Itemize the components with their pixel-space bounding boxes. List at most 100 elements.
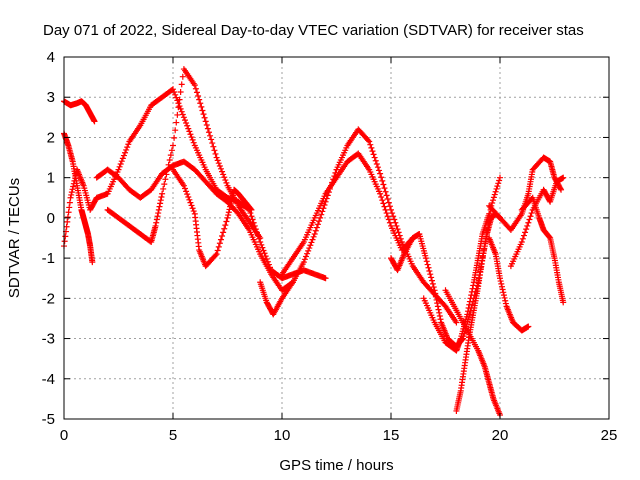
data-point [181,185,188,192]
data-point [377,190,384,197]
data-point [153,219,160,226]
data-point [196,96,203,103]
data-point [522,229,529,236]
data-point [123,146,130,153]
data-point [524,222,531,229]
data-point [426,267,433,274]
data-point [168,147,175,154]
data-point [436,309,443,316]
data-point [193,89,200,96]
data-point [257,235,264,241]
data-point [433,296,440,303]
data-point [519,235,526,242]
data-point [500,292,507,299]
data-points [61,66,567,418]
data-point [69,186,76,193]
data-point [560,299,567,306]
data-point [115,166,122,173]
data-point [365,137,372,144]
data-point [72,175,79,182]
data-point [215,160,222,167]
data-point [371,154,378,161]
data-point [423,258,430,265]
data-point [384,213,391,220]
data-series [104,66,264,246]
data-point [319,208,326,215]
data-point [164,166,171,173]
data-point [311,230,318,237]
data-point [263,255,270,262]
data-point [184,122,191,129]
data-point [469,285,476,292]
data-point [192,85,199,92]
x-tick-label: 25 [601,427,618,444]
data-point [495,180,502,187]
data-point [397,235,404,242]
data-point [312,227,319,234]
data-point [213,154,220,161]
data-point [394,226,401,233]
data-point [225,209,232,216]
data-point [163,171,170,178]
data-point [179,73,186,80]
grid-lines [64,57,609,419]
y-tick-label: 3 [47,89,55,106]
data-point [180,114,187,121]
data-point [428,274,435,281]
data-series [61,86,329,282]
data-point [465,304,472,311]
data-point [424,261,431,268]
data-point [174,111,181,118]
data-point [490,194,497,201]
data-point [61,238,68,245]
data-point [308,239,315,246]
data-point [155,210,162,217]
data-point [435,306,442,313]
data-point [183,119,190,126]
x-axis-ticks: 0 5 10 15 20 25 [60,57,618,444]
data-point [185,193,192,200]
data-point [316,218,323,225]
data-point [468,288,475,295]
data-point [223,218,230,225]
data-point [120,152,127,159]
data-series [486,235,532,334]
data-point [197,100,204,107]
data-point [227,200,234,207]
data-series [61,130,96,266]
data-point [307,242,314,249]
data-point [500,289,507,296]
plot-area-border [63,56,610,420]
data-point [428,277,435,284]
data-point [317,214,324,221]
data-point [380,200,387,207]
data-point [186,196,193,203]
y-axis-label: SDTVAR / TECUs [6,178,23,298]
x-tick-label: 10 [274,427,291,444]
data-point [176,103,183,110]
data-point [172,127,179,134]
data-point [497,278,504,285]
data-point [171,88,178,95]
data-point [160,185,167,192]
data-point [219,232,226,239]
data-point [386,203,393,210]
data-point [223,179,230,186]
data-point [260,247,267,254]
data-point [525,323,532,330]
data-point [125,141,132,148]
data-point [432,290,439,297]
data-point [432,293,439,300]
data-point [301,256,308,263]
data-point [258,241,265,248]
data-point [215,243,222,250]
data-point [200,111,207,118]
data-point [309,236,316,243]
data-point [173,94,180,101]
data-point [518,239,525,246]
data-point [179,111,186,118]
data-point [211,147,218,154]
data-point [370,151,377,158]
data-point [195,93,202,100]
